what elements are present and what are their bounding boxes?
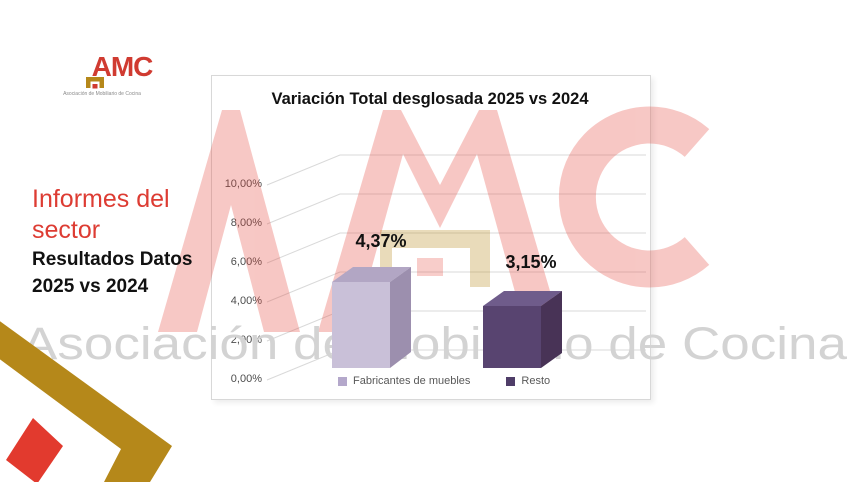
value-label-resto: 3,15% (505, 252, 557, 272)
logo-text: AMC (91, 51, 154, 82)
heading-line2: sector (32, 216, 101, 244)
report-subtitle: Resultados Datos 2025 vs 2024 (32, 246, 222, 300)
bar-fabricantes (332, 267, 411, 368)
y-axis-label-2: 2,00% (230, 334, 262, 346)
bar-resto (483, 291, 562, 368)
y-axis-label-10: 10,00% (200, 178, 262, 190)
chart-title: Variación Total desglosada 2025 vs 2024 (271, 90, 589, 108)
heading-line1: Informes del (32, 185, 170, 213)
decor-red-diamond (6, 418, 63, 482)
legend-swatch-fabricantes-icon (338, 376, 347, 386)
watermark-amc-letters (158, 106, 710, 332)
legend-item-fabricantes: Fabricantes de muebles (338, 375, 470, 387)
decor-gold-band (0, 321, 172, 482)
legend-label-resto: Resto (521, 375, 551, 387)
logo-house-icon (86, 77, 104, 89)
legend-label-fabricantes: Fabricantes de muebles (353, 375, 471, 387)
y-axis-label-8: 8,00% (200, 217, 262, 229)
watermark-gold-house-icon (380, 230, 490, 287)
section-heading: Informes del sector (32, 184, 222, 246)
watermark-footer-text: Asociación de Mobiliario de Cocina (22, 318, 848, 369)
subtitle-line1: Resultados Datos (32, 249, 193, 270)
chart-panel (211, 75, 651, 400)
subtitle-line2: 2025 vs 2024 (32, 276, 149, 297)
y-axis-label-4: 4,00% (230, 295, 262, 307)
legend-swatch-resto-icon (506, 376, 516, 386)
watermark-red-square (417, 258, 443, 276)
amc-logo: AMC (62, 52, 182, 82)
y-axis-label-6: 6,00% (200, 256, 262, 268)
chart-legend: Fabricantes de muebles Resto (338, 375, 550, 387)
legend-item-resto: Resto (506, 375, 550, 387)
value-label-fabricantes: 4,37% (355, 231, 407, 251)
logo-tagline: Asociación de Mobiliario de Cocina (63, 91, 141, 97)
y-axis-label-0: 0,00% (230, 373, 262, 385)
